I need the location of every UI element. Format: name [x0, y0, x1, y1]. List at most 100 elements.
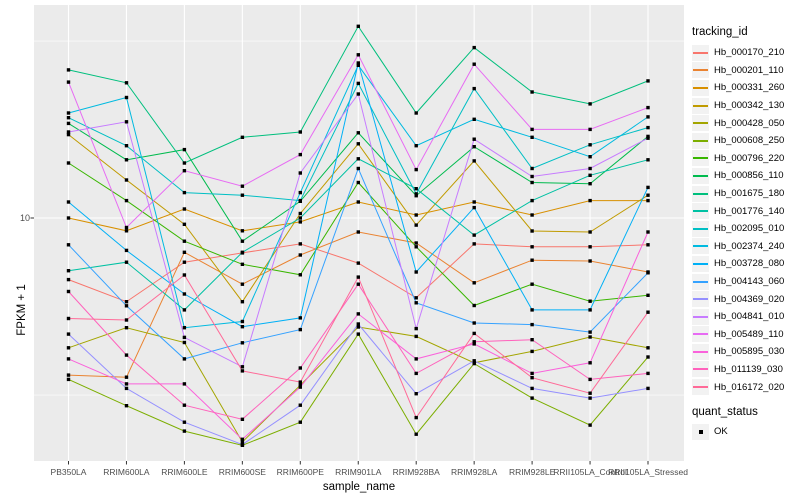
quant-legend-item-label: OK — [714, 426, 728, 438]
data-point — [414, 371, 418, 376]
data-point — [356, 200, 360, 204]
data-point — [182, 308, 187, 312]
data-point — [356, 142, 360, 146]
data-point — [472, 281, 476, 285]
legend-item-label: Hb_001776_140 — [714, 205, 785, 217]
data-point — [646, 158, 650, 162]
data-point — [414, 392, 418, 396]
data-point — [182, 190, 187, 195]
data-point — [646, 185, 650, 190]
data-point — [530, 396, 534, 400]
data-point — [124, 229, 129, 233]
legend-item-label: Hb_005489_110 — [714, 328, 784, 340]
data-point — [588, 259, 592, 263]
data-point — [66, 161, 71, 165]
data-point — [646, 386, 650, 391]
data-point — [414, 194, 418, 198]
legend-key-line-icon — [692, 238, 709, 255]
legend-item: Hb_000796_220 — [692, 150, 798, 168]
data-point — [66, 377, 71, 382]
legend-item: Hb_002095_010 — [692, 220, 798, 238]
legend-item: Hb_004369_020 — [692, 290, 798, 308]
legend-key-line-icon — [692, 203, 709, 220]
data-point — [240, 239, 245, 243]
data-point — [124, 120, 129, 124]
data-point — [182, 260, 187, 264]
data-point — [124, 260, 129, 264]
x-tick-label: RRIM928LE — [508, 467, 556, 477]
x-axis-title: sample_name — [322, 481, 396, 493]
data-point — [530, 322, 534, 327]
data-point — [66, 121, 71, 126]
quant-legend-item: OK — [692, 423, 798, 441]
data-point — [414, 270, 418, 274]
legend-key-line-icon — [692, 44, 709, 61]
x-tick-label: RRII105LA_Stressed — [608, 467, 688, 477]
data-point — [298, 273, 302, 277]
data-point — [414, 144, 418, 148]
data-point — [240, 250, 245, 254]
data-point — [588, 173, 592, 177]
data-point — [124, 248, 129, 253]
data-point — [414, 223, 418, 227]
data-point — [414, 415, 418, 420]
data-point — [356, 230, 360, 234]
data-point — [530, 213, 534, 217]
data-point — [414, 192, 418, 196]
data-point — [530, 229, 534, 233]
legend-item-label: Hb_004369_020 — [714, 293, 785, 305]
x-tick-label: PB350LA — [50, 467, 87, 477]
legend-key-line-icon — [692, 150, 709, 167]
legend-item: Hb_002374_240 — [692, 238, 798, 256]
data-point — [298, 316, 302, 320]
data-point — [356, 92, 360, 96]
legend-item-label: Hb_002095_010 — [714, 223, 785, 235]
data-point — [588, 308, 592, 312]
data-point — [646, 346, 650, 350]
data-point — [298, 403, 302, 407]
data-point — [182, 273, 187, 277]
data-point — [240, 300, 245, 304]
data-point — [240, 365, 245, 369]
data-point — [298, 383, 302, 387]
data-point — [472, 331, 476, 336]
data-point — [414, 357, 418, 361]
data-point — [66, 277, 71, 282]
data-point — [356, 24, 360, 28]
data-point — [472, 205, 476, 210]
legend-items: Hb_000170_210 Hb_000201_110 Hb_000331_260 H… — [692, 44, 798, 396]
data-point — [356, 131, 360, 135]
data-point — [240, 229, 245, 233]
data-point — [588, 377, 592, 382]
data-point — [182, 420, 187, 424]
data-point — [588, 330, 592, 334]
data-point — [182, 340, 187, 345]
data-point — [240, 319, 245, 324]
data-point — [182, 403, 187, 407]
legend-title-quant-status: quant_status — [692, 405, 758, 418]
data-point — [356, 322, 360, 326]
x-tick-label: RRIM600PE — [276, 467, 324, 477]
data-point — [66, 200, 71, 204]
legend-key-line-icon — [692, 79, 709, 96]
data-point — [124, 382, 129, 386]
x-tick-label: RRIM928BA — [392, 467, 440, 477]
data-point — [124, 198, 129, 203]
legend-item: Hb_004841_010 — [692, 308, 798, 326]
data-point — [472, 145, 476, 149]
data-point — [66, 289, 71, 294]
data-point — [356, 312, 360, 316]
data-point — [472, 117, 476, 121]
data-point — [298, 171, 302, 175]
data-point — [240, 341, 245, 345]
data-point — [182, 169, 187, 173]
data-point — [66, 243, 71, 247]
data-point — [588, 299, 592, 303]
legend-item-label: Hb_004841_010 — [714, 311, 785, 323]
data-point — [356, 53, 360, 57]
data-point — [588, 143, 592, 147]
legend-key-line-icon — [692, 255, 709, 272]
data-point — [182, 147, 187, 152]
data-point — [472, 62, 476, 66]
data-point — [240, 417, 245, 421]
